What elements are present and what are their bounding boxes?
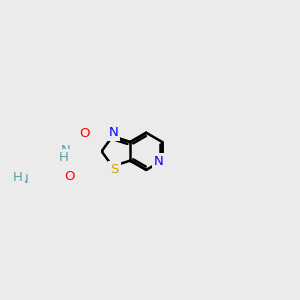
Text: N: N	[108, 127, 118, 140]
Text: H: H	[59, 152, 69, 164]
Text: N: N	[19, 173, 28, 186]
Text: N: N	[154, 155, 164, 168]
Text: N: N	[60, 144, 70, 157]
Text: H: H	[13, 171, 22, 184]
Text: O: O	[79, 127, 90, 140]
Text: O: O	[64, 170, 74, 183]
Text: S: S	[110, 163, 119, 176]
